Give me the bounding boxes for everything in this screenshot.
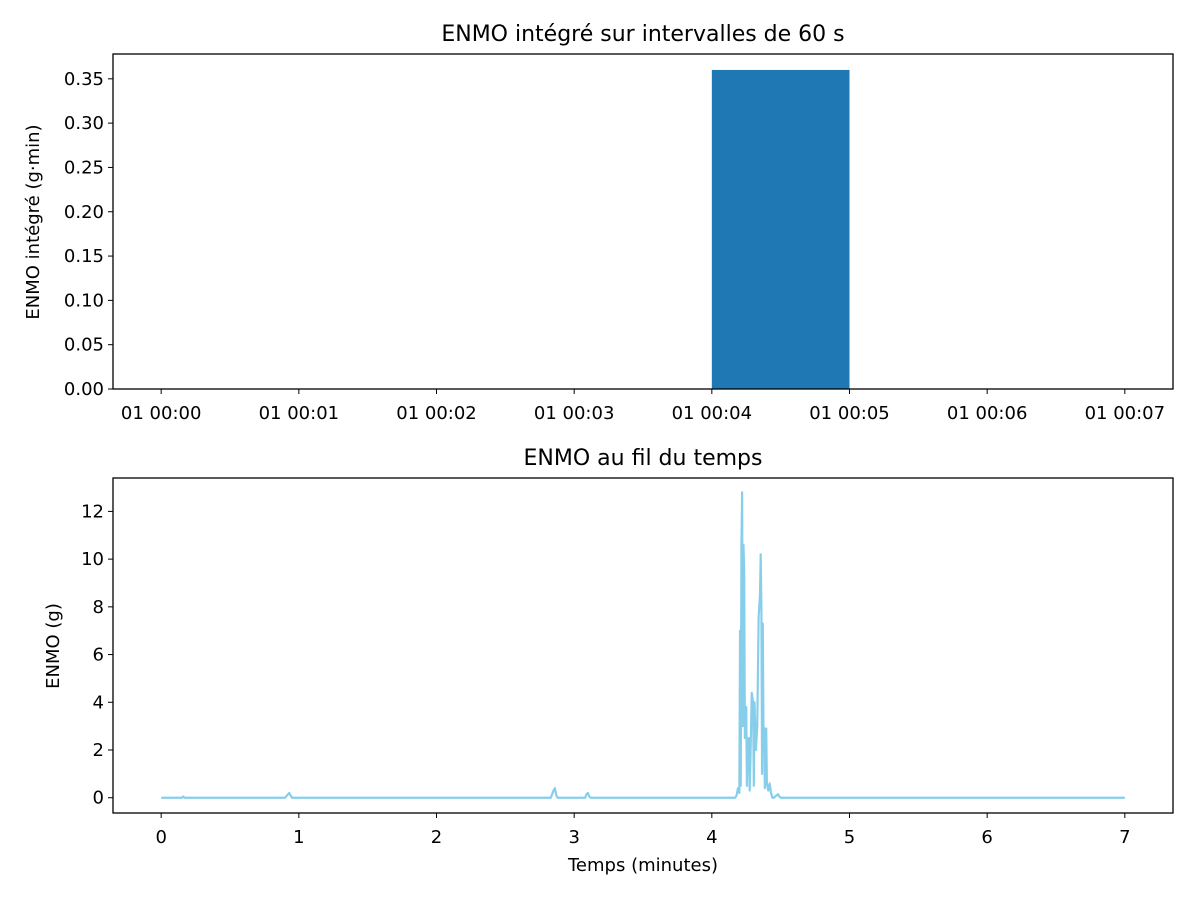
bar-y-tick-label: 0.25 <box>64 157 104 178</box>
bar-x-tick-label: 01 00:01 <box>259 403 340 424</box>
line-y-tick-label: 10 <box>81 549 104 570</box>
bar-chart-plot-area <box>711 69 850 389</box>
line-y-tick-label: 4 <box>93 692 104 713</box>
bar-chart-y-axis-label: ENMO intégré (g·min) <box>23 124 44 319</box>
bar-4 <box>711 69 850 389</box>
bar-x-tick-label: 01 00:04 <box>672 403 753 424</box>
line-x-tick-label: 0 <box>155 827 166 848</box>
line-y-tick-label: 2 <box>93 740 104 761</box>
line-x-tick-label: 6 <box>981 827 992 848</box>
line-x-tick-label: 7 <box>1119 827 1130 848</box>
bar-y-tick-label: 0.10 <box>64 290 104 311</box>
line-y-tick-label: 8 <box>93 597 104 618</box>
line-y-tick-label: 12 <box>81 501 104 522</box>
bar-y-tick-label: 0.35 <box>64 69 104 90</box>
line-x-tick-label: 1 <box>293 827 304 848</box>
line-chart-x-axis-label: Temps (minutes) <box>567 855 718 876</box>
bar-chart-title: ENMO intégré sur intervalles de 60 s <box>441 22 844 47</box>
bar-x-tick-label: 01 00:05 <box>809 403 890 424</box>
bar-x-tick-label: 01 00:02 <box>396 403 477 424</box>
bar-x-tick-label: 01 00:06 <box>947 403 1028 424</box>
bar-y-tick-label: 0.05 <box>64 335 104 356</box>
line-chart-plot-area <box>161 491 1125 799</box>
line-x-tick-label: 4 <box>706 827 717 848</box>
bar-y-tick-label: 0.30 <box>64 113 104 134</box>
bar-y-tick-label: 0.00 <box>64 379 104 400</box>
bar-x-tick-label: 01 00:07 <box>1085 403 1166 424</box>
line-chart-y-axis-label: ENMO (g) <box>43 603 64 689</box>
line-chart-x-ticks: 0 1 2 3 4 5 6 7 <box>155 813 1131 848</box>
line-x-tick-label: 5 <box>844 827 855 848</box>
line-chart-y-ticks: 0 2 4 6 8 10 12 <box>81 501 113 809</box>
line-chart-frame <box>112 477 1174 814</box>
bar-y-tick-label: 0.15 <box>64 246 104 267</box>
bar-x-tick-label: 01 00:03 <box>534 403 615 424</box>
line-y-tick-label: 6 <box>93 645 104 666</box>
line-x-tick-label: 3 <box>568 827 579 848</box>
bar-chart-y-ticks: 0.00 0.05 0.10 0.15 0.20 0.25 0.30 0.35 <box>64 69 113 400</box>
bar-chart-panel: ENMO intégré sur intervalles de 60 s 01 … <box>23 22 1174 424</box>
line-y-tick-label: 0 <box>93 788 104 809</box>
bar-chart-frame <box>112 53 1174 390</box>
bar-y-tick-label: 0.20 <box>64 202 104 223</box>
bar-chart-x-ticks: 01 00:00 01 00:01 01 00:02 01 00:03 01 00:04… <box>121 389 1165 424</box>
line-x-tick-label: 2 <box>431 827 442 848</box>
line-chart-title: ENMO au fil du temps <box>524 446 763 471</box>
bar-x-tick-label: 01 00:00 <box>121 403 202 424</box>
